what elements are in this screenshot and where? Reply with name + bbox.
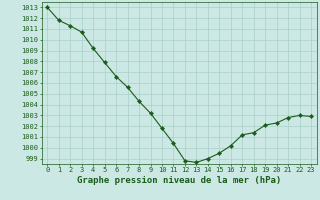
X-axis label: Graphe pression niveau de la mer (hPa): Graphe pression niveau de la mer (hPa)	[77, 176, 281, 185]
